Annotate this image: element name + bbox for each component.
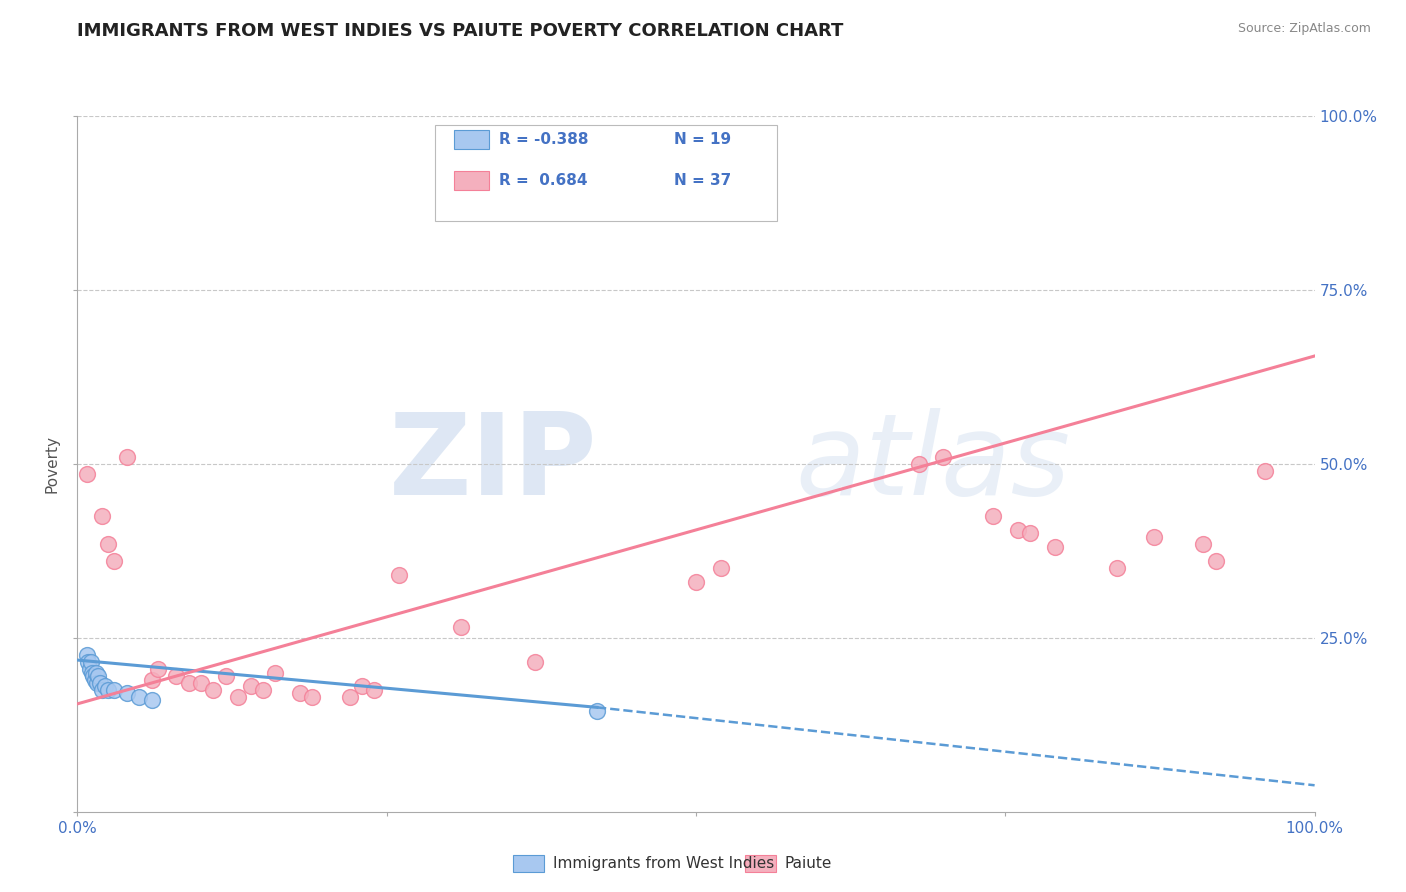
Point <box>363 683 385 698</box>
Point <box>685 575 707 590</box>
Point <box>1043 541 1066 555</box>
Point <box>115 450 138 464</box>
Point <box>84 665 107 680</box>
Point <box>97 537 120 551</box>
Point <box>76 467 98 482</box>
Point <box>146 662 169 676</box>
Point <box>1254 464 1277 478</box>
Point <box>91 508 114 523</box>
Point <box>115 686 138 700</box>
Point <box>226 690 249 704</box>
Point <box>76 648 98 662</box>
Point <box>288 686 311 700</box>
Point <box>1105 561 1128 575</box>
Point <box>1019 526 1042 541</box>
Point <box>202 683 225 698</box>
Point <box>1143 530 1166 544</box>
Point <box>350 680 373 694</box>
Point <box>82 665 104 680</box>
Point <box>264 665 287 680</box>
Point <box>586 704 609 718</box>
Point <box>82 669 104 683</box>
Point <box>339 690 361 704</box>
Point <box>97 683 120 698</box>
Text: R =  0.684: R = 0.684 <box>499 173 588 188</box>
Point <box>103 683 125 698</box>
Point <box>981 508 1004 523</box>
Text: N = 19: N = 19 <box>675 132 731 147</box>
Y-axis label: Poverty: Poverty <box>45 434 60 493</box>
Point <box>450 620 472 634</box>
Text: atlas: atlas <box>794 409 1070 519</box>
Point <box>80 655 103 669</box>
Point <box>388 568 411 582</box>
Point <box>301 690 323 704</box>
Point <box>907 457 929 471</box>
Point <box>128 690 150 704</box>
Point <box>79 662 101 676</box>
Point <box>524 655 547 669</box>
Text: IMMIGRANTS FROM WEST INDIES VS PAIUTE POVERTY CORRELATION CHART: IMMIGRANTS FROM WEST INDIES VS PAIUTE PO… <box>77 22 844 40</box>
Text: Immigrants from West Indies: Immigrants from West Indies <box>553 856 773 871</box>
Point <box>1192 537 1215 551</box>
Point <box>177 676 200 690</box>
Point <box>93 680 115 694</box>
Point <box>1007 523 1029 537</box>
Point <box>932 450 955 464</box>
Point <box>141 673 163 687</box>
Text: ZIP: ZIP <box>388 409 598 519</box>
Point <box>190 676 212 690</box>
Point <box>1205 554 1227 568</box>
Text: R = -0.388: R = -0.388 <box>499 132 588 147</box>
Point <box>87 669 110 683</box>
Text: Paiute: Paiute <box>785 856 832 871</box>
Text: N = 37: N = 37 <box>675 173 731 188</box>
Point <box>89 676 111 690</box>
Point <box>77 655 100 669</box>
Point <box>710 561 733 575</box>
Point <box>141 693 163 707</box>
Point <box>86 676 108 690</box>
Text: Source: ZipAtlas.com: Source: ZipAtlas.com <box>1237 22 1371 36</box>
Point <box>252 683 274 698</box>
Point <box>215 669 238 683</box>
Point <box>165 669 187 683</box>
Point <box>103 554 125 568</box>
Point <box>83 673 105 687</box>
Point <box>91 683 114 698</box>
Point <box>239 680 262 694</box>
